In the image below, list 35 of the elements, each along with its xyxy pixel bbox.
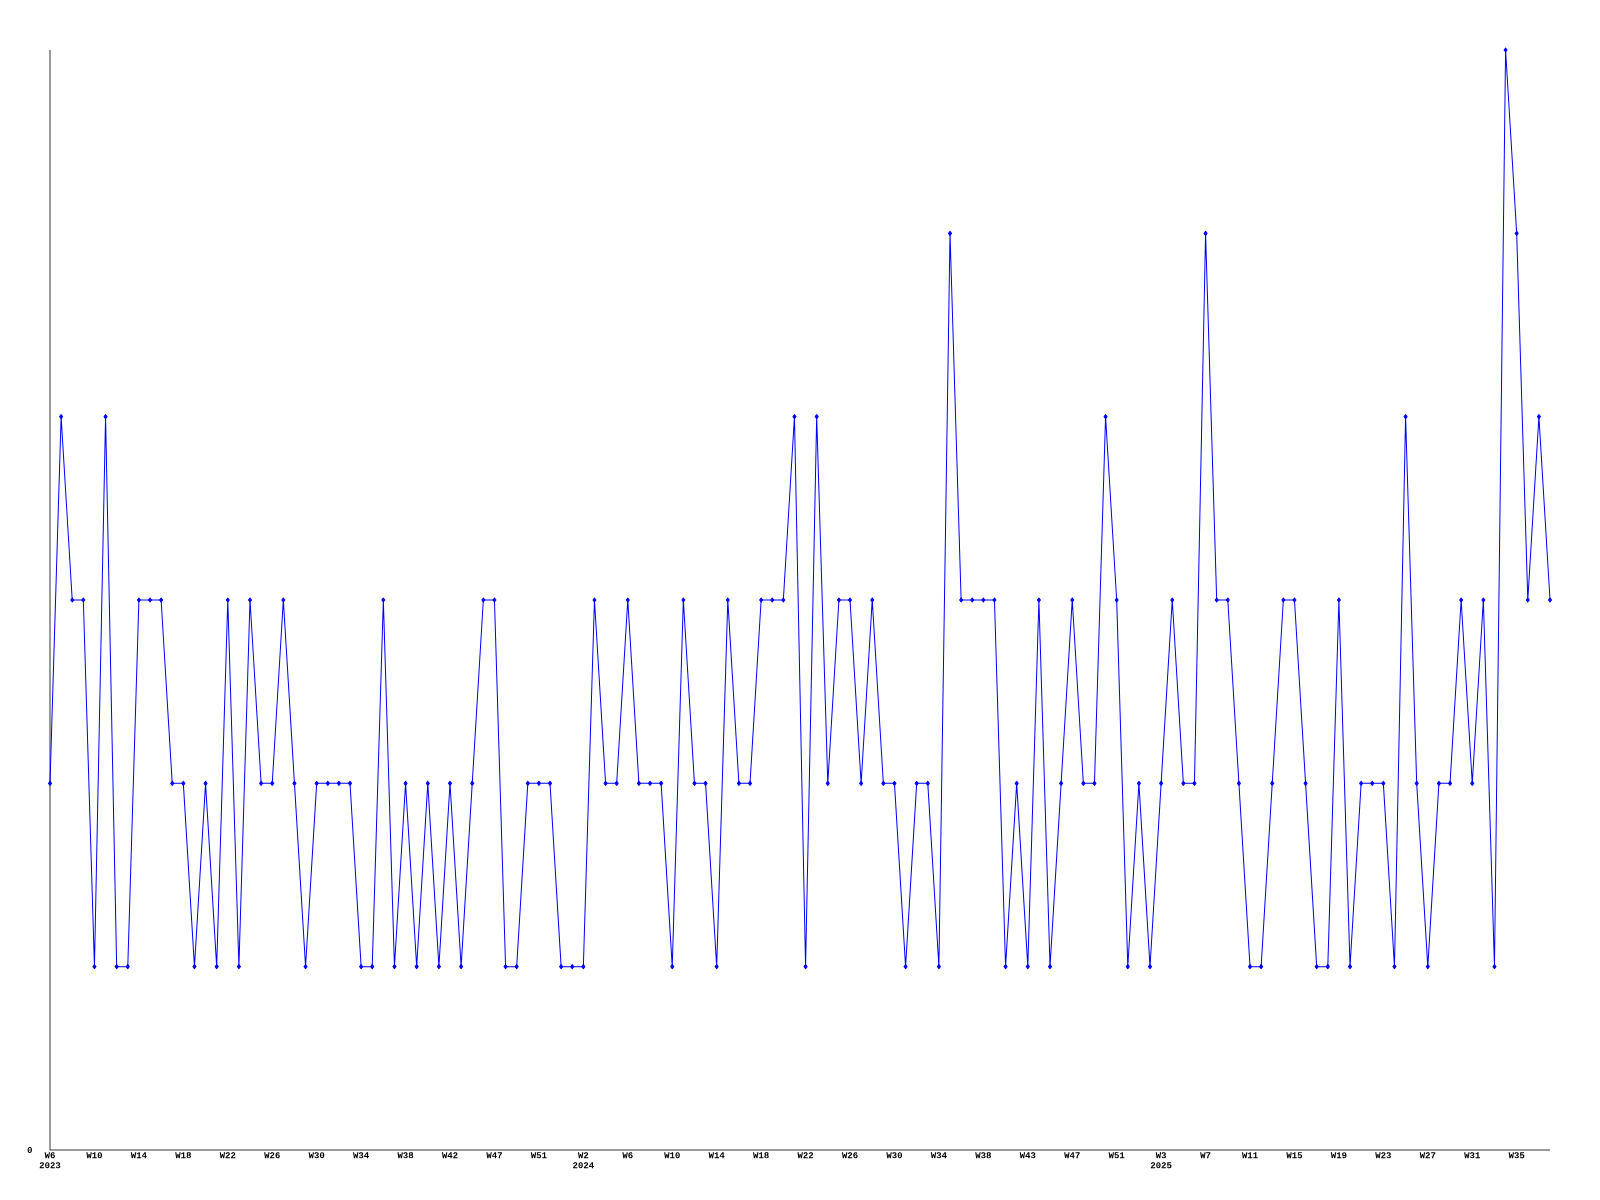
x-tick-label: W22 xyxy=(797,1152,814,1159)
x-tick-label: W6 xyxy=(622,1152,633,1159)
x-tick-label: W51 xyxy=(1108,1152,1125,1159)
x-tick-label: W38 xyxy=(397,1152,414,1159)
x-tick-label: W27 xyxy=(1419,1152,1436,1159)
x-tick-label: W30 xyxy=(308,1152,325,1159)
x-tick-label: W10 xyxy=(664,1152,680,1159)
x-tick-label: W6 2023 xyxy=(39,1152,61,1169)
x-tick-label: W7 xyxy=(1200,1152,1211,1159)
x-tick-label: W11 xyxy=(1241,1152,1258,1159)
x-tick-label: W3 2025 xyxy=(1150,1152,1172,1169)
x-tick-label: W42 xyxy=(441,1152,458,1159)
x-tick-label: W38 xyxy=(975,1152,991,1159)
text: 0 xyxy=(27,1146,32,1154)
x-tick-label: W15 xyxy=(1286,1152,1303,1159)
x-tick-label: W2 2024 xyxy=(573,1152,594,1169)
x-tick-label: W30 xyxy=(886,1152,903,1159)
x-tick-label: W18 xyxy=(753,1152,769,1159)
x-tick-label: W19 xyxy=(1330,1152,1347,1159)
x-tick-label: W23 xyxy=(1375,1152,1391,1159)
x-tick-label: W22 xyxy=(219,1152,236,1159)
x-tick-label: W14 xyxy=(130,1152,147,1159)
x-tick-label: W10 xyxy=(86,1152,103,1159)
x-tick-label: W34 xyxy=(930,1152,947,1159)
x-tick-label: W43 xyxy=(1019,1152,1036,1159)
x-tick-label: W26 xyxy=(841,1152,858,1159)
x-tick-label: W31 xyxy=(1464,1152,1480,1159)
x-tick-label: W34 xyxy=(353,1152,369,1159)
x-tick-label: W47 xyxy=(486,1152,502,1159)
x-tick-label: W47 xyxy=(1064,1152,1080,1159)
x-tick-label: W51 xyxy=(530,1152,547,1159)
x-tick-label: W18 xyxy=(175,1152,191,1159)
x-tick-label: W14 xyxy=(708,1152,725,1159)
x-tick-label: W35 xyxy=(1508,1152,1525,1159)
x-tick-label: W26 xyxy=(264,1152,280,1159)
